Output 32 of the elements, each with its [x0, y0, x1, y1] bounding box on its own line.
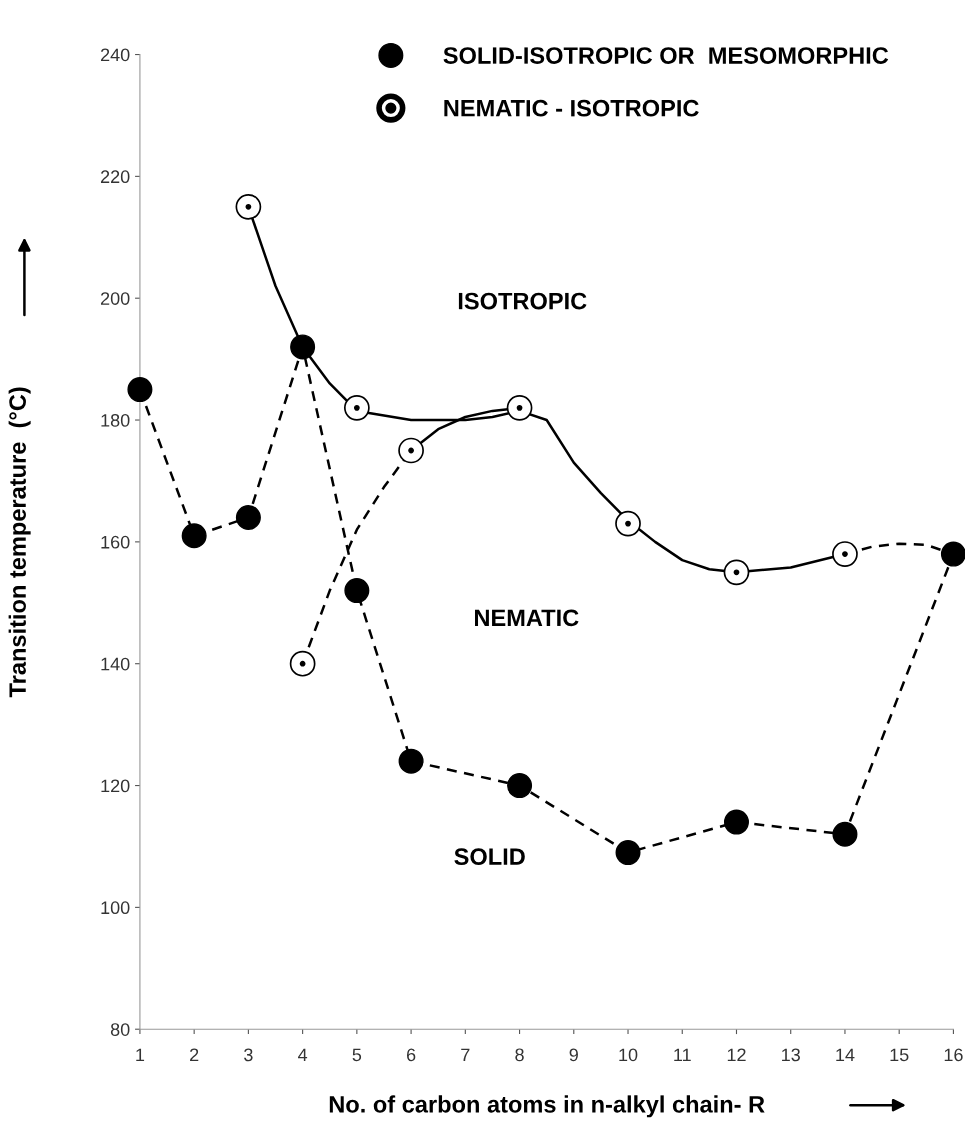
y-axis-title: Transition temperature (°C): [8, 387, 31, 698]
y-tick-label: 100: [101, 901, 130, 915]
x-tick-label: 5: [352, 1048, 362, 1062]
y-tick-label: 80: [110, 1023, 130, 1036]
x-tick-label: 3: [244, 1048, 253, 1062]
x-tick-label: 4: [298, 1048, 308, 1062]
y-tick-label: 120: [101, 779, 130, 793]
annotation: NEMATIC: [475, 609, 579, 627]
x-axis-title: No. of carbon atoms in n-alkyl chain- R: [329, 1095, 765, 1118]
annotation: SOLID: [454, 848, 525, 865]
y-tick-label: 140: [101, 657, 130, 671]
x-tick-label: 11: [674, 1048, 691, 1062]
x-tick-label: 2: [190, 1048, 199, 1062]
legend-label: SOLID-ISOTROPIC OR MESOMORPHIC: [443, 47, 889, 64]
y-tick-label: 220: [100, 170, 130, 184]
x-tick-label: 6: [406, 1048, 416, 1062]
x-tick-label: 10: [619, 1048, 638, 1062]
y-tick-label: 180: [101, 413, 130, 427]
legend-label: NEMATIC - ISOTROPIC: [444, 99, 699, 117]
y-tick-label: 160: [101, 535, 130, 549]
y-tick-label: 240: [100, 48, 130, 62]
x-tick-label: 16: [944, 1048, 963, 1062]
x-tick-label: 8: [515, 1048, 524, 1062]
x-tick-label: 9: [569, 1048, 578, 1062]
y-tick-label: 200: [100, 292, 130, 305]
x-tick-label: 1: [136, 1048, 145, 1062]
x-tick-label: 15: [890, 1048, 909, 1062]
x-tick-label: 13: [782, 1048, 800, 1062]
x-tick-label: 12: [727, 1048, 746, 1062]
x-tick-label: 14: [836, 1048, 855, 1062]
annotation: ISOTROPIC: [458, 292, 587, 310]
x-tick-label: 7: [461, 1048, 470, 1062]
